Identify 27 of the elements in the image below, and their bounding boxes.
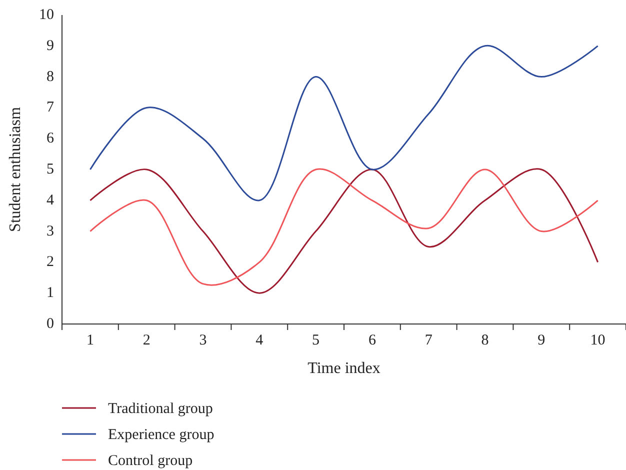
x-tick-label: 7 xyxy=(424,332,433,349)
y-tick-label: 3 xyxy=(46,223,54,240)
y-tick-label: 5 xyxy=(46,162,54,178)
legend-label: Experience group xyxy=(108,427,214,443)
x-tick-label: 3 xyxy=(199,332,207,349)
x-tick-label: 4 xyxy=(256,332,264,349)
y-tick-label: 1 xyxy=(46,285,54,302)
x-tick-label: 5 xyxy=(312,332,320,349)
x-tick-label: 8 xyxy=(481,332,489,349)
x-tick-label: 6 xyxy=(368,332,376,349)
line-series xyxy=(89,45,599,202)
legend-label: Traditional group xyxy=(108,401,213,417)
x-tick-label: 1 xyxy=(86,332,94,349)
y-tick-label: 0 xyxy=(46,316,54,332)
y-tick-label: 2 xyxy=(46,254,54,270)
y-tick-label: 9 xyxy=(46,38,54,54)
y-tick-label: 10 xyxy=(39,7,54,23)
x-tick-label: 2 xyxy=(142,332,150,349)
x-axis-title: Time index xyxy=(308,360,380,377)
y-tick-label: 7 xyxy=(46,100,54,116)
y-axis-title: Student enthusiasm xyxy=(7,106,24,232)
legend-label: Control group xyxy=(108,453,193,469)
y-tick-label: 4 xyxy=(46,192,54,208)
x-tick-label: 10 xyxy=(590,332,606,349)
y-tick-label: 6 xyxy=(46,130,54,147)
y-tick-label: 8 xyxy=(46,68,54,85)
x-tick-label: 9 xyxy=(538,332,546,349)
